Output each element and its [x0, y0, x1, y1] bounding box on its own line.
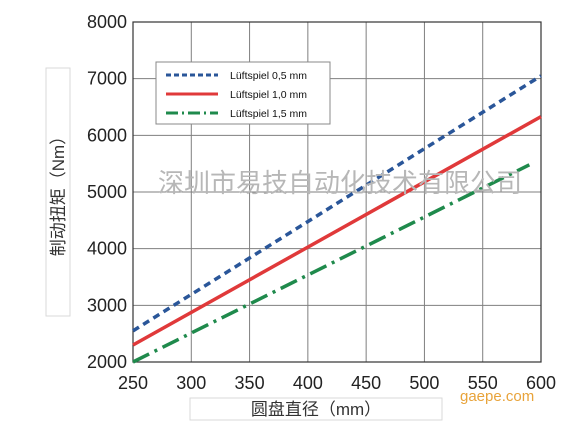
y-axis-title-box: [45, 67, 71, 317]
legend-label-2: Lüftspiel 1,0 mm: [230, 89, 307, 101]
x-tick-label: 350: [235, 373, 265, 393]
legend-label-3: Lüftspiel 1,5 mm: [230, 108, 307, 120]
series-line-1: [132, 74, 542, 333]
series-line-3: [132, 163, 531, 364]
legend-label-1: Lüftspiel 0,5 mm: [230, 70, 307, 82]
watermark-text: 深圳市易技自动化技术有限公司: [158, 169, 522, 199]
y-tick-label: 4000: [87, 239, 127, 259]
x-axis-title: 圆盘直径（mm）: [251, 400, 381, 419]
y-tick-label: 5000: [87, 182, 127, 202]
legend: Lüftspiel 0,5 mm Lüftspiel 1,0 mm Lüftspie…: [155, 61, 331, 125]
x-tick-label: 450: [351, 373, 381, 393]
y-axis-title: 制动扭矩（Nm）: [49, 128, 68, 256]
x-tick-label: 550: [468, 373, 498, 393]
series-line-2: [132, 115, 542, 347]
x-tick-label: 500: [409, 373, 439, 393]
x-tick-label: 250: [118, 373, 148, 393]
y-tick-label: 8000: [87, 12, 127, 32]
x-tick-label: 400: [293, 373, 323, 393]
y-tick-label: 7000: [87, 69, 127, 89]
site-brand-text: gaepe.com: [460, 388, 534, 405]
y-tick-label: 2000: [87, 352, 127, 372]
x-tick-label: 600: [526, 373, 556, 393]
x-axis-title-box: [189, 397, 443, 421]
x-tick-label: 300: [176, 373, 206, 393]
plot-frame: [132, 21, 542, 363]
y-tick-label: 3000: [87, 295, 127, 315]
y-tick-label: 6000: [87, 125, 127, 145]
